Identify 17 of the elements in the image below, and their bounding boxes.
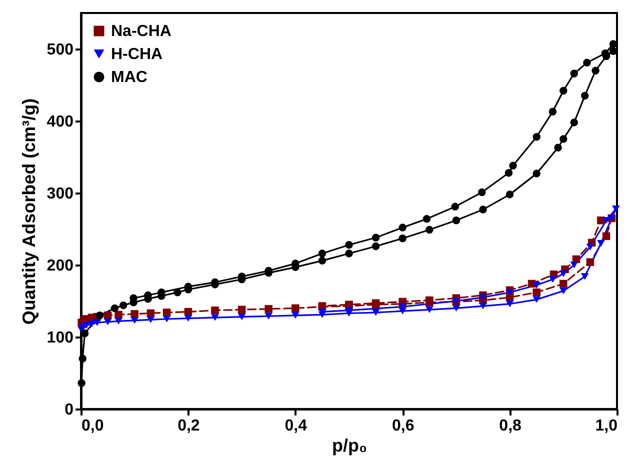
legend-label: MAC	[111, 69, 148, 86]
y-tick-label: 0	[64, 402, 74, 418]
y-tick-label: 400	[46, 114, 74, 130]
y-tick-label: 300	[46, 186, 74, 202]
x-tick-label: 0,0	[82, 418, 104, 434]
y-tick-label: 100	[46, 330, 74, 346]
x-tick-label: 1,0	[595, 418, 618, 434]
x-tick-label: 0,8	[499, 418, 522, 434]
x-tick-label: 0,2	[178, 418, 200, 434]
y-tick-label: 500	[46, 42, 74, 58]
y-axis-title: Quantity Adsorbed (cm³/g)	[18, 98, 39, 325]
y-tick-label: 200	[46, 258, 74, 274]
x-tick-label: 0,4	[284, 418, 308, 434]
legend-label: H-CHA	[111, 46, 163, 63]
x-axis-title: p/p₀	[332, 436, 368, 456]
legend-label: Na-CHA	[111, 23, 172, 40]
x-tick-label: 0,6	[392, 418, 414, 434]
